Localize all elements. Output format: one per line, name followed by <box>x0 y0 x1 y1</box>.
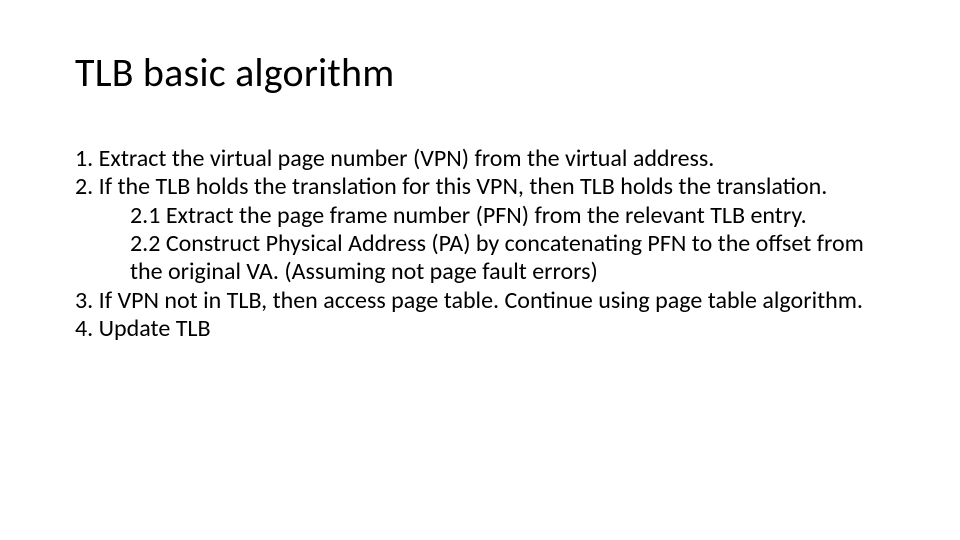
step-1: 1. Extract the virtual page number (VPN)… <box>75 145 885 173</box>
slide: TLB basic algorithm 1. Extract the virtu… <box>0 0 960 540</box>
step-2-2: 2.2 Construct Physical Address (PA) by c… <box>75 230 885 287</box>
step-2-1: 2.1 Extract the page frame number (PFN) … <box>75 202 885 230</box>
step-4: 4. Update TLB <box>75 315 885 343</box>
slide-title: TLB basic algorithm <box>75 48 885 97</box>
step-3: 3. If VPN not in TLB, then access page t… <box>75 287 885 315</box>
slide-body: 1. Extract the virtual page number (VPN)… <box>75 145 885 343</box>
step-2: 2. If the TLB holds the translation for … <box>75 173 885 201</box>
